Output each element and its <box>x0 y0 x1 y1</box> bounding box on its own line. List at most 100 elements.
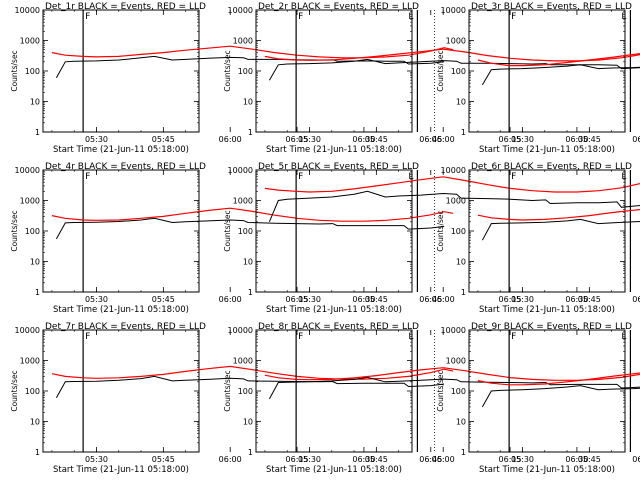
series-line-red <box>51 365 454 380</box>
x-tick-label: 06:15 <box>286 295 309 304</box>
series-line-black <box>481 218 640 241</box>
chart-title: Det_7r BLACK = Events, RED = LLD <box>45 322 206 332</box>
marker-label: F <box>85 172 90 182</box>
y-tick-label: 1 <box>35 288 40 297</box>
x-tick-label: 06:00 <box>432 135 455 144</box>
y-axis-label: Counts/sec <box>10 210 19 251</box>
x-tick-label: 05:30 <box>85 295 108 304</box>
series-line-black <box>55 217 445 240</box>
x-tick-label: 06:00 <box>219 455 242 464</box>
y-tick-label: 1000 <box>233 197 253 206</box>
y-tick-label: 10000 <box>228 6 253 15</box>
x-tick-label: 05:30 <box>85 135 108 144</box>
y-tick-label: 1000 <box>446 357 466 366</box>
plot-frame <box>42 329 200 453</box>
x-axis-label: Start Time (21-Jun-11 05:18:00) <box>53 305 189 315</box>
chart-panel-9: FL11010010001000005:3005:4506:0006:1506:… <box>436 322 640 475</box>
x-tick-label: 05:45 <box>578 455 601 464</box>
marker-label: F <box>511 172 516 182</box>
x-tick-label: 06:00 <box>432 295 455 304</box>
plot-frame <box>468 9 626 133</box>
marker-label: F <box>85 12 90 22</box>
y-tick-label: 1000 <box>20 357 40 366</box>
plot-frame <box>468 169 626 293</box>
x-axis-label: Start Time (21-Jun-11 05:18:00) <box>53 465 189 475</box>
y-axis-label: Counts/sec <box>223 210 232 251</box>
x-tick-label: 06:30 <box>352 135 375 144</box>
chart-title: Det_3r BLACK = Events, RED = LLD <box>471 2 632 12</box>
y-axis-label: Counts/sec <box>10 50 19 91</box>
x-tick-label: 06:15 <box>499 295 522 304</box>
y-tick-label: 1 <box>461 128 466 137</box>
x-axis-label: Start Time (21-Jun-11 05:18:00) <box>479 145 615 155</box>
y-tick-label: 10000 <box>15 6 40 15</box>
y-tick-label: 1000 <box>20 197 40 206</box>
chart-title: Det_6r BLACK = Events, RED = LLD <box>471 162 632 172</box>
series-line-red <box>477 209 640 221</box>
y-tick-label: 10 <box>30 418 40 427</box>
series-line-red <box>264 367 640 381</box>
y-axis-label: Counts/sec <box>436 50 445 91</box>
marker-label: F <box>298 172 303 182</box>
y-tick-label: 10000 <box>441 326 466 335</box>
series-line-black <box>268 376 640 400</box>
x-axis-label: Start Time (21-Jun-11 05:18:00) <box>53 145 189 155</box>
x-tick-label: 05:45 <box>365 455 388 464</box>
y-tick-label: 10000 <box>228 326 253 335</box>
x-tick-label: 05:30 <box>511 135 534 144</box>
y-tick-label: 100 <box>451 227 466 236</box>
x-tick-label: 05:45 <box>578 135 601 144</box>
chart-title: Det_9r BLACK = Events, RED = LLD <box>471 322 632 332</box>
x-axis-label: Start Time (21-Jun-11 05:18:00) <box>266 145 402 155</box>
series-line-black <box>481 385 640 408</box>
y-tick-label: 1000 <box>446 197 466 206</box>
chart-title: Det_2r BLACK = Events, RED = LLD <box>258 2 419 12</box>
y-tick-label: 100 <box>25 227 40 236</box>
y-tick-label: 10 <box>456 258 466 267</box>
series-line-red <box>51 45 454 59</box>
series-line-red <box>477 53 640 67</box>
plot-frame <box>255 9 413 133</box>
x-tick-label: 06:30 <box>352 455 375 464</box>
y-tick-label: 10000 <box>441 6 466 15</box>
x-tick-label: 05:45 <box>365 295 388 304</box>
x-tick-label: 05:30 <box>85 455 108 464</box>
series-line-red <box>51 207 454 222</box>
plot-frame <box>42 169 200 293</box>
y-tick-label: 10 <box>243 258 253 267</box>
y-axis-label: Counts/sec <box>436 210 445 251</box>
x-tick-label: 06:15 <box>286 455 309 464</box>
y-tick-label: 10 <box>243 418 253 427</box>
x-tick-label: 06:45 <box>419 295 442 304</box>
marker-label: F <box>511 12 516 22</box>
x-tick-label: 05:30 <box>511 455 534 464</box>
chart-panel-6: FL11010010001000005:3005:4506:0006:1506:… <box>436 162 640 315</box>
x-tick-label: 06:45 <box>419 135 442 144</box>
plot-frame <box>255 329 413 453</box>
y-tick-label: 1000 <box>446 37 466 46</box>
y-tick-label: 100 <box>25 67 40 76</box>
y-tick-label: 10000 <box>228 166 253 175</box>
marker-label: F <box>511 332 516 342</box>
x-tick-label: 06:00 <box>219 135 242 144</box>
chart-title: Det_8r BLACK = Events, RED = LLD <box>258 322 419 332</box>
y-tick-label: 10000 <box>15 326 40 335</box>
x-tick-label: 06:15 <box>286 135 309 144</box>
chart-title: Det_4r BLACK = Events, RED = LLD <box>45 162 206 172</box>
y-tick-label: 1 <box>35 448 40 457</box>
y-axis-label: Counts/sec <box>223 370 232 411</box>
y-tick-label: 100 <box>451 387 466 396</box>
x-tick-label: 05:45 <box>365 135 388 144</box>
series-line-black <box>268 190 640 222</box>
x-tick-label: 05:45 <box>152 295 175 304</box>
y-tick-label: 100 <box>238 387 253 396</box>
series-line-black <box>268 58 640 81</box>
y-axis-label: Counts/sec <box>10 370 19 411</box>
x-tick-label: 05:45 <box>578 295 601 304</box>
y-axis-label: Counts/sec <box>436 370 445 411</box>
y-tick-label: 1000 <box>233 37 253 46</box>
series-line-black <box>55 375 445 399</box>
